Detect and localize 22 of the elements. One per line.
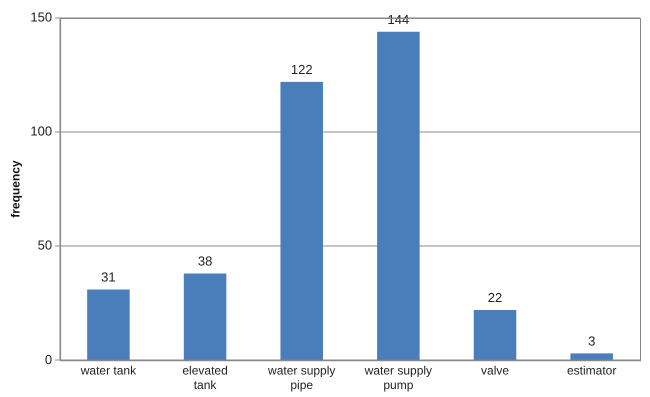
bar	[87, 289, 130, 360]
bar	[570, 353, 613, 360]
x-tick-label: water supply pipe	[267, 364, 336, 392]
x-tick-label: valve	[481, 364, 510, 378]
data-label: 38	[198, 254, 212, 269]
y-tick-label: 50	[38, 238, 52, 253]
y-tick-label: 0	[44, 352, 52, 367]
y-tick-label: 150	[30, 10, 52, 25]
bar	[377, 32, 420, 360]
bar	[280, 82, 323, 360]
y-tick-label: 100	[30, 124, 52, 139]
y-axis-title: frequency	[8, 160, 23, 218]
data-label: 31	[101, 270, 116, 285]
x-tick-label: water supply pump	[364, 364, 432, 392]
x-tick-label: water tank	[80, 364, 138, 378]
bar	[474, 310, 516, 360]
data-label: 122	[290, 62, 313, 77]
data-label: 22	[488, 290, 502, 306]
x-tick-label: estimator	[566, 364, 616, 378]
data-label: 3	[588, 333, 596, 348]
x-tick-label: elevated tank	[182, 364, 228, 392]
bar	[184, 274, 226, 360]
